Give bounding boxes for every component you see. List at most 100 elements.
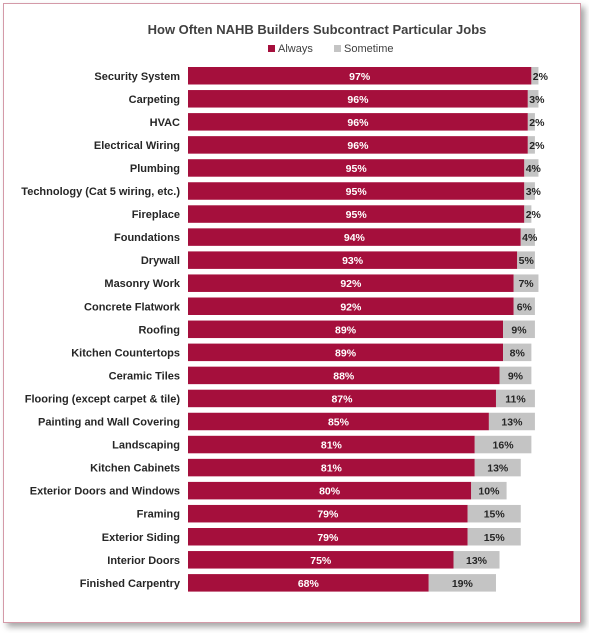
bar-label-always: 95%: [346, 186, 368, 198]
category-label: Flooring (except carpet & tile): [25, 393, 181, 405]
category-label: HVAC: [150, 117, 180, 129]
bar-always: [188, 182, 525, 200]
category-label: Ceramic Tiles: [109, 370, 180, 382]
bar-label-sometime: 16%: [493, 440, 515, 452]
bar-always: [188, 205, 525, 223]
category-label: Kitchen Countertops: [71, 347, 180, 359]
legend-always-label: Always: [278, 43, 313, 55]
bar-always: [188, 366, 500, 385]
bar-label-sometime: 2%: [529, 140, 545, 152]
bar-sometime: [524, 159, 539, 177]
bar-label-sometime: 4%: [522, 232, 538, 244]
category-label: Landscaping: [112, 440, 180, 452]
bar-label-sometime: 15%: [484, 509, 506, 521]
category-label: Painting and Wall Covering: [38, 417, 180, 429]
bar-label-always: 96%: [347, 140, 369, 152]
bars: [188, 67, 539, 592]
category-label: Plumbing: [130, 163, 180, 175]
category-label: Exterior Siding: [102, 532, 180, 544]
bar-label-always: 92%: [340, 278, 362, 290]
bar-always: [188, 574, 429, 592]
category-label: Roofing: [138, 324, 180, 336]
bar-label-always: 95%: [346, 209, 368, 221]
bar-always: [188, 90, 528, 108]
bar-label-sometime: 9%: [511, 324, 527, 336]
bar-label-sometime: 5%: [519, 255, 535, 267]
bar-always: [188, 528, 468, 546]
bar-label-sometime: 3%: [529, 94, 545, 106]
legend-sometime-swatch: [334, 45, 341, 52]
category-label: Exterior Doors and Windows: [30, 486, 180, 498]
category-label: Foundations: [114, 232, 180, 244]
bar-sometime: [474, 458, 521, 477]
bar-label-always: 96%: [347, 117, 369, 129]
bar-label-always: 88%: [333, 370, 355, 382]
bar-label-always: 81%: [321, 463, 343, 475]
bar-always: [188, 343, 504, 362]
bar-always: [188, 274, 514, 292]
bar-sometime: [513, 274, 539, 292]
bar-always: [188, 67, 532, 85]
bar-label-always: 75%: [310, 555, 332, 567]
bar-label-always: 89%: [335, 324, 357, 336]
bar-label-sometime: 9%: [508, 370, 524, 382]
category-label: Carpeting: [129, 94, 180, 106]
bar-label-always: 85%: [328, 417, 350, 429]
bar-always: [188, 251, 518, 269]
legend-sometime-label: Sometime: [344, 43, 394, 55]
bar-always: [188, 389, 496, 408]
bar-sometime: [524, 205, 532, 223]
bar-sometime: [503, 343, 532, 362]
bar-sometime: [527, 136, 535, 154]
bar-sometime: [527, 90, 539, 108]
bar-always: [188, 159, 525, 177]
bar-sometime: [527, 113, 535, 131]
bar-label-sometime: 10%: [478, 486, 500, 498]
category-labels: Security System Carpeting HVAC Electrical W…: [21, 71, 181, 590]
category-label: Technology (Cat 5 wiring, etc.): [21, 186, 180, 198]
bar-label-sometime: 19%: [452, 578, 474, 590]
category-label: Framing: [137, 509, 180, 521]
bar-always: [188, 481, 472, 500]
bar-sometime: [467, 504, 521, 523]
bar-label-always: 95%: [346, 163, 368, 175]
bar-label-always: 81%: [321, 440, 343, 452]
bar-label-sometime: 2%: [529, 117, 545, 129]
bar-always: [188, 551, 454, 569]
bar-label-sometime: 13%: [466, 555, 488, 567]
bar-label-sometime: 8%: [510, 347, 526, 359]
category-label: Drywall: [141, 255, 180, 267]
bar-always: [188, 136, 528, 154]
bar-sometime: [495, 389, 535, 408]
bar-sometime: [503, 320, 535, 339]
category-label: Security System: [94, 71, 180, 83]
bar-label-always: 97%: [349, 71, 371, 83]
bar-label-sometime: 11%: [505, 393, 526, 405]
bar-always: [188, 504, 468, 523]
bar-sometime: [488, 412, 535, 431]
bar-sometime: [517, 251, 535, 269]
chart-legend: Always Sometime: [268, 43, 394, 55]
category-label: Electrical Wiring: [94, 140, 180, 152]
bar-label-always: 79%: [317, 532, 339, 544]
category-label: Interior Doors: [107, 555, 180, 567]
bar-data-labels: 97% 2% 96% 3% 96% 2% 96% 2% 95% 4% 95% 3% 95% 2% 94% 4%…: [298, 71, 549, 590]
category-label: Concrete Flatwork: [84, 301, 181, 313]
bar-label-always: 94%: [344, 232, 366, 244]
bar-label-always: 87%: [331, 393, 353, 405]
bar-sometime: [513, 297, 535, 315]
bar-sometime: [524, 182, 535, 200]
bar-sometime: [428, 574, 496, 592]
category-label: Fireplace: [132, 209, 180, 221]
bar-always: [188, 458, 475, 477]
bar-sometime: [474, 435, 532, 454]
bar-sometime: [531, 67, 539, 85]
bar-label-always: 68%: [298, 578, 320, 590]
bar-sometime: [471, 481, 507, 500]
bar-label-sometime: 4%: [526, 163, 542, 175]
bar-label-sometime: 2%: [533, 71, 549, 83]
bar-always: [188, 297, 514, 315]
bar-label-always: 96%: [347, 94, 369, 106]
bar-label-always: 89%: [335, 347, 357, 359]
bar-always: [188, 435, 475, 454]
